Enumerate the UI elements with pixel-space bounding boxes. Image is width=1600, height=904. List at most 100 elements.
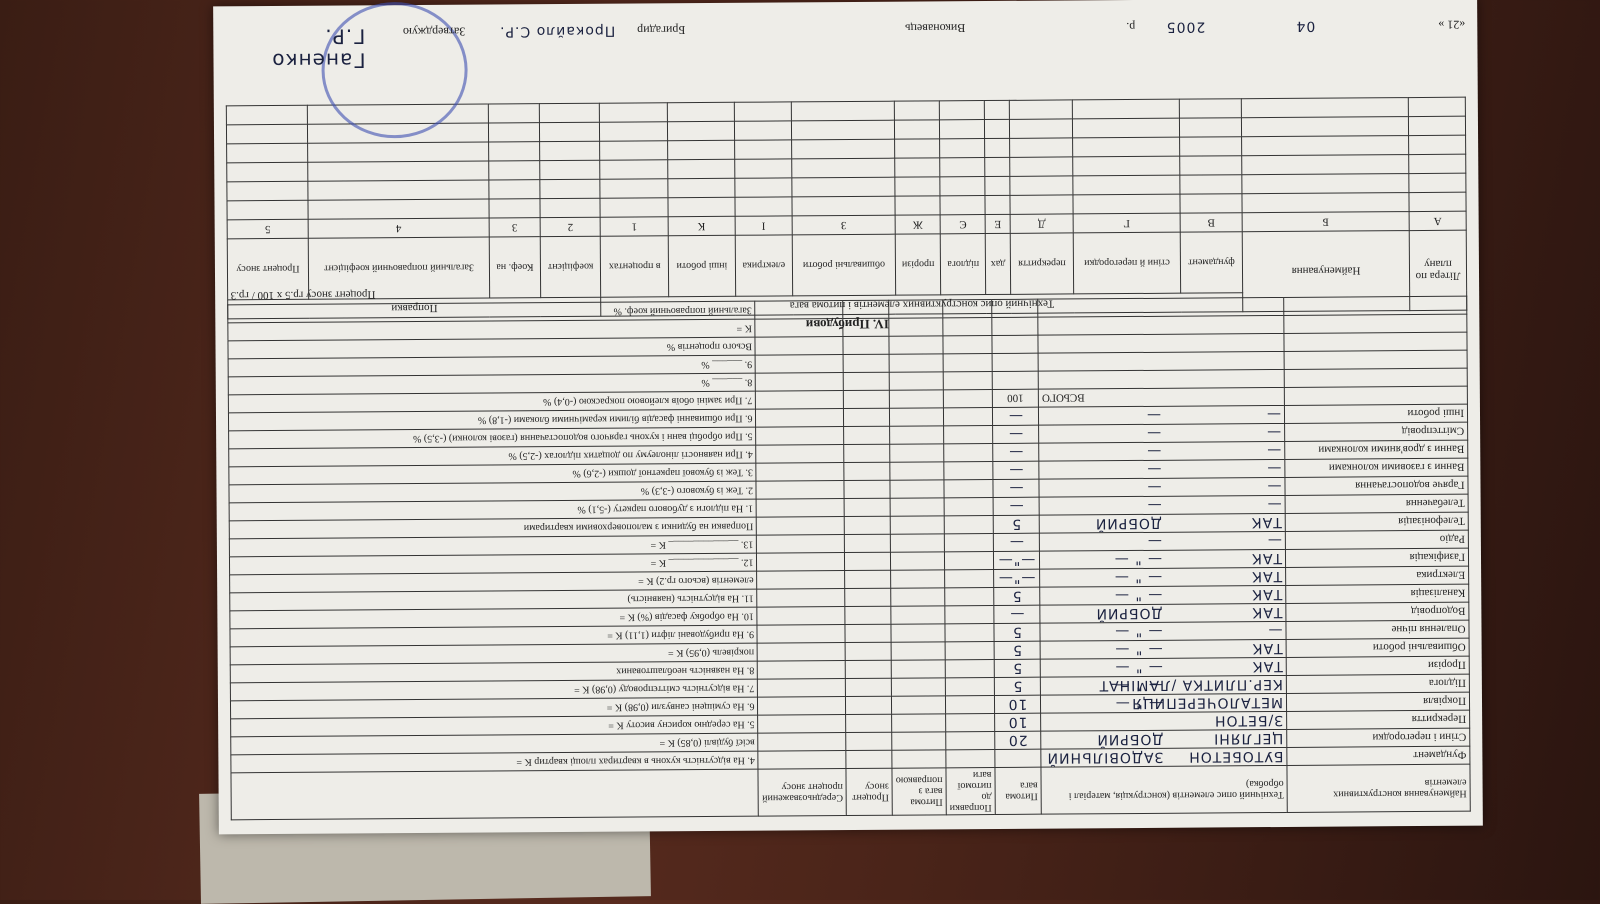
column-header: Питома вага з поправкою [892, 767, 947, 816]
blank [985, 176, 1010, 196]
blank [488, 141, 540, 162]
blank [889, 353, 944, 373]
condition: — " — [1113, 551, 1163, 568]
column-letter: 4 [308, 218, 490, 239]
weight: 10 [994, 695, 1041, 714]
weight [994, 749, 1042, 768]
blank [889, 389, 944, 409]
blank [792, 196, 896, 216]
blank [1009, 194, 1074, 215]
element-name: Покрівля [1286, 692, 1470, 712]
correction: 13. ______________ K = [229, 535, 757, 557]
blank [734, 158, 792, 179]
blank [755, 390, 844, 410]
description: ТАК [1251, 604, 1283, 621]
blank [889, 371, 944, 391]
blank [1241, 116, 1409, 137]
correction: 6. При обшиванні фасадів білими керамічн… [228, 409, 757, 431]
column-header: Питома вага [994, 767, 1042, 815]
blank [891, 659, 946, 679]
blank [600, 178, 669, 199]
blank [307, 180, 489, 201]
element-description: КЕР.ПЛИТКА /ЛАМІНАТ— " — [1040, 675, 1287, 696]
element-name: Газифікація [1285, 548, 1469, 568]
blank [539, 103, 600, 123]
blank [944, 587, 994, 606]
condition: ЗАДОВІЛЬНИЙ [1046, 749, 1164, 767]
element-description: ТАК — " — [1039, 585, 1286, 606]
element-name: Каналізація [1285, 584, 1469, 604]
header-row: Найменування конструктивних елементів Тех… [230, 764, 1471, 820]
column-letter: Г [1073, 213, 1181, 233]
blank [943, 479, 993, 498]
element-header: в процентах [600, 235, 669, 298]
column-letter: 1 [600, 216, 669, 237]
blank [1038, 351, 1285, 372]
correction: 2. Теж із букового (-3,3) % [228, 481, 757, 503]
element-description: ТАК — " — [1040, 639, 1287, 660]
description: ТАК [1251, 586, 1283, 603]
blank [756, 462, 845, 482]
weight: 5 [993, 641, 1041, 660]
blank [757, 606, 846, 626]
blank [757, 570, 846, 590]
blank [890, 479, 945, 499]
blank [1179, 136, 1242, 157]
blank [843, 354, 890, 373]
blank [844, 552, 891, 571]
description: — [1266, 478, 1282, 495]
blank [984, 157, 1010, 177]
element-name: Перекриття [1286, 710, 1470, 730]
blank [734, 101, 792, 122]
blank [844, 534, 891, 553]
blank [1241, 154, 1409, 175]
blank [943, 443, 993, 462]
column-letter: 3 [489, 217, 541, 238]
column-letter: Д [1010, 213, 1074, 234]
blank [890, 461, 944, 481]
description: — [1266, 406, 1282, 423]
correction: Всього процентів % [227, 337, 756, 359]
blank [1009, 175, 1074, 196]
blank [939, 100, 985, 120]
blank [667, 178, 735, 198]
blank [1284, 386, 1468, 406]
description: — [1266, 496, 1282, 513]
col-letter: Літера по плану [1409, 230, 1467, 311]
correction: елементів (всього гр.2) K = [229, 571, 758, 593]
blank [1038, 369, 1285, 390]
correction: 6. На суміщені санвузли (0,98) K = [230, 697, 759, 719]
blank [757, 624, 846, 644]
element-description: —— [1038, 441, 1285, 462]
blank [891, 641, 946, 661]
blank [939, 119, 985, 139]
column-header: Середньозважений процент зносу [758, 768, 847, 817]
blank [846, 732, 893, 751]
element-description: —— [1038, 423, 1285, 444]
blank [539, 179, 601, 199]
blank [667, 121, 735, 141]
blank [940, 176, 986, 196]
blank [890, 569, 945, 589]
correction: 1. На підлоги з дубового паркету (-5,1) … [229, 499, 757, 521]
blank [894, 157, 941, 178]
blank [845, 642, 892, 661]
correction: покрівель (0,95) K = [230, 643, 758, 665]
group-corrections: Поправки [227, 297, 602, 319]
element-name: Телебачення [1285, 494, 1469, 514]
executor-label: Виконавець [905, 21, 966, 36]
blank [599, 121, 668, 142]
element-name: Електрика [1285, 566, 1469, 586]
blank [1179, 174, 1242, 195]
blank [894, 119, 941, 140]
blank [945, 695, 995, 714]
blank [891, 677, 946, 697]
condition: — " — [1114, 641, 1163, 658]
correction: 11. На відсутність (наявність) [229, 589, 758, 611]
condition: — [1146, 497, 1162, 514]
column-letter: 2 [540, 217, 601, 237]
signatures: «21 » 04 2005 р. Виконавець Бригадир Про… [225, 11, 1465, 73]
blank [756, 552, 845, 572]
blank [758, 732, 847, 752]
